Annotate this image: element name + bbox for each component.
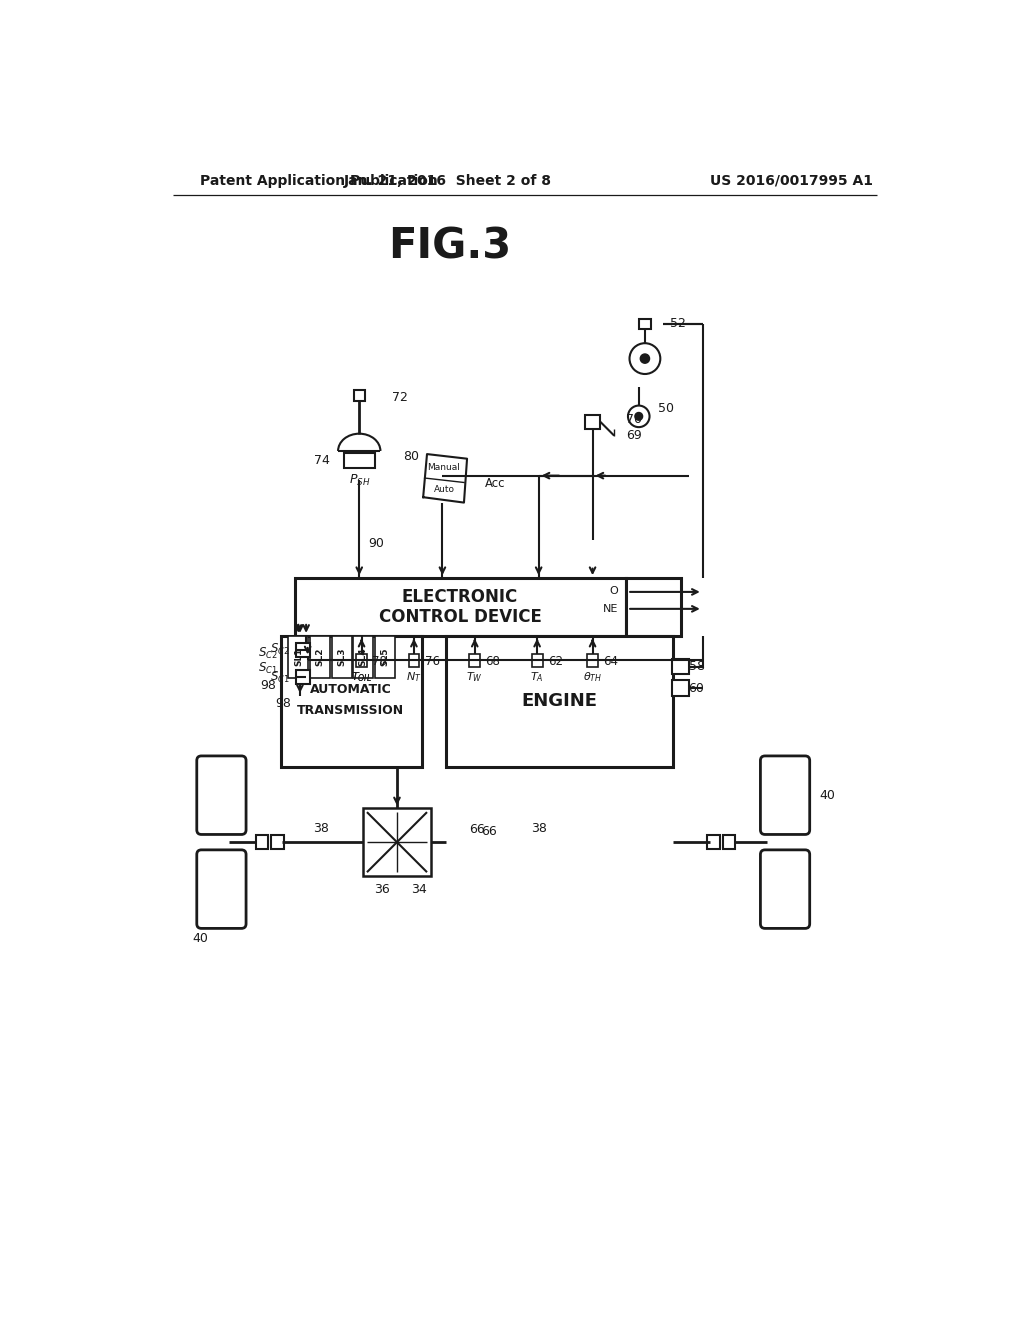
Bar <box>281 636 422 767</box>
Text: $S_{C2}$: $S_{C2}$ <box>270 642 290 657</box>
Circle shape <box>630 343 660 374</box>
Circle shape <box>628 405 649 428</box>
Bar <box>354 391 365 401</box>
Text: 64: 64 <box>603 656 618 668</box>
Text: SL5: SL5 <box>380 648 389 667</box>
Text: Patent Application Publication: Patent Application Publication <box>200 174 437 187</box>
Text: Auto: Auto <box>433 484 455 494</box>
FancyBboxPatch shape <box>761 850 810 928</box>
Bar <box>587 655 598 667</box>
Bar <box>409 655 419 667</box>
Text: $T_{OIL}$: $T_{OIL}$ <box>351 671 372 684</box>
Bar <box>531 655 543 667</box>
Text: 78: 78 <box>373 656 387 668</box>
Text: 80: 80 <box>403 450 420 463</box>
Text: 70: 70 <box>627 413 642 426</box>
Bar <box>295 578 626 636</box>
FancyBboxPatch shape <box>761 756 810 834</box>
Text: 66: 66 <box>469 824 485 837</box>
Text: CONTROL DEVICE: CONTROL DEVICE <box>379 609 542 626</box>
Text: $P_{SH}$: $P_{SH}$ <box>348 473 370 488</box>
Bar <box>626 578 681 636</box>
Text: SL3: SL3 <box>337 648 346 667</box>
Text: $T_W$: $T_W$ <box>466 671 483 684</box>
Bar <box>356 655 367 667</box>
Text: US 2016/0017995 A1: US 2016/0017995 A1 <box>710 174 872 187</box>
Text: FIG.3: FIG.3 <box>388 226 512 268</box>
Bar <box>364 808 431 876</box>
Bar <box>723 836 735 849</box>
Text: ENGINE: ENGINE <box>521 692 597 710</box>
Text: 40: 40 <box>191 932 208 945</box>
Text: AUTOMATIC: AUTOMATIC <box>310 684 391 696</box>
Text: $S_{C1}$: $S_{C1}$ <box>258 661 278 676</box>
Bar <box>296 671 310 684</box>
Text: NE: NE <box>602 603 617 614</box>
Text: 76: 76 <box>425 656 439 668</box>
Bar <box>446 636 674 767</box>
Text: Jan. 21, 2016  Sheet 2 of 8: Jan. 21, 2016 Sheet 2 of 8 <box>344 174 552 187</box>
Text: Manual: Manual <box>427 463 461 473</box>
Text: $T_{OIL}$: $T_{OIL}$ <box>351 671 372 684</box>
FancyBboxPatch shape <box>197 756 246 834</box>
Bar <box>639 318 651 330</box>
Bar <box>256 836 268 849</box>
Text: 90: 90 <box>369 537 384 550</box>
Text: 58: 58 <box>688 660 705 673</box>
Text: $S_{C1}$: $S_{C1}$ <box>270 669 290 685</box>
Bar <box>310 636 330 678</box>
Bar <box>271 836 284 849</box>
Text: SL2: SL2 <box>315 648 325 667</box>
Text: 38: 38 <box>530 822 547 834</box>
Bar <box>375 636 394 678</box>
Text: ELECTRONIC: ELECTRONIC <box>402 589 518 606</box>
Circle shape <box>635 413 643 420</box>
Text: $\theta_{TH}$: $\theta_{TH}$ <box>583 671 602 684</box>
Text: TRANSMISSION: TRANSMISSION <box>297 704 404 717</box>
Text: Acc: Acc <box>484 477 505 490</box>
Text: 66: 66 <box>481 825 497 838</box>
Text: 98: 98 <box>260 680 276 693</box>
Text: $T_A$: $T_A$ <box>530 671 544 684</box>
Text: 40: 40 <box>819 789 836 803</box>
Text: SL4: SL4 <box>358 648 368 667</box>
Bar <box>585 414 600 429</box>
Text: 60: 60 <box>688 681 705 694</box>
Text: 50: 50 <box>658 403 674 416</box>
Text: 52: 52 <box>670 317 685 330</box>
Bar <box>332 636 351 678</box>
FancyBboxPatch shape <box>197 850 246 928</box>
Text: 98: 98 <box>274 697 291 710</box>
Bar <box>708 836 720 849</box>
Bar <box>672 659 689 675</box>
Text: 34: 34 <box>411 883 426 896</box>
Text: $S_{C2}$: $S_{C2}$ <box>258 645 278 661</box>
Bar <box>289 636 308 678</box>
Bar <box>344 453 375 469</box>
Text: 69: 69 <box>627 429 642 442</box>
Text: 36: 36 <box>374 883 389 896</box>
Bar <box>672 681 689 696</box>
Text: O: O <box>609 586 617 597</box>
Text: 62: 62 <box>548 656 563 668</box>
Bar <box>353 636 373 678</box>
Text: SL1: SL1 <box>294 648 303 667</box>
Bar <box>296 643 310 656</box>
Text: 68: 68 <box>485 656 501 668</box>
Text: $N_T$: $N_T$ <box>407 671 422 684</box>
Text: 72: 72 <box>391 391 408 404</box>
Circle shape <box>640 354 649 363</box>
Text: 38: 38 <box>312 822 329 834</box>
Bar <box>469 655 480 667</box>
Text: 74: 74 <box>314 454 330 467</box>
